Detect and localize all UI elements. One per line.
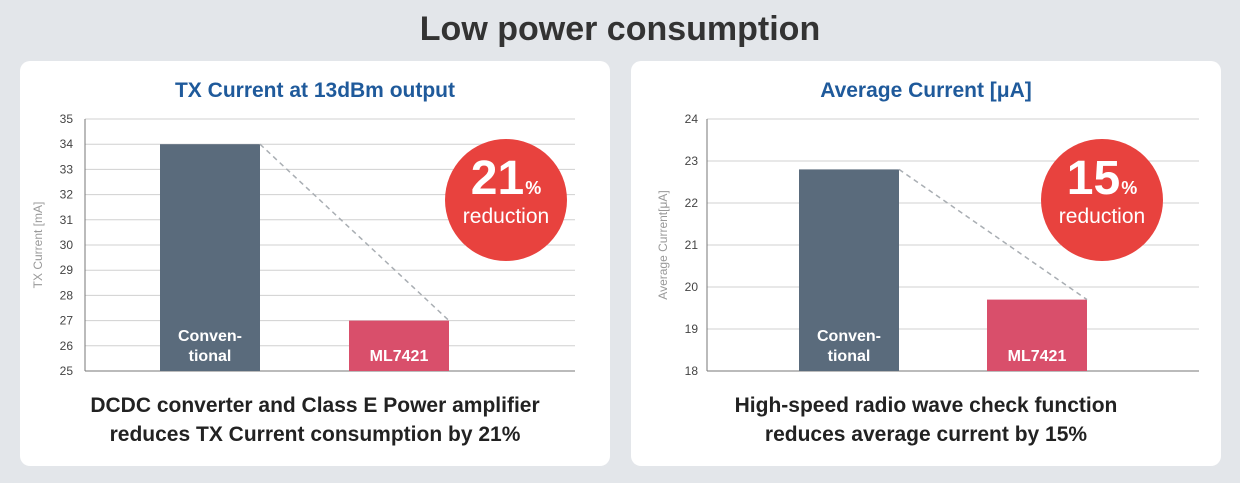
y-tick-label: 21	[685, 238, 699, 252]
y-tick-label: 24	[685, 112, 699, 126]
y-tick-label: 28	[60, 288, 74, 302]
y-tick-label: 35	[60, 112, 74, 126]
y-tick-label: 22	[685, 196, 699, 210]
y-tick-label: 18	[685, 364, 699, 378]
reduction-connector	[259, 143, 450, 322]
bar-conventional	[160, 144, 260, 371]
caption-line-2: reduces average current by 15%	[764, 423, 1088, 446]
y-tick-label: 25	[60, 364, 74, 378]
y-tick-label: 33	[60, 162, 74, 176]
bar-category-label: Conven-	[817, 328, 881, 345]
caption-line-2: reduces TX Current consumption by 21%	[109, 423, 521, 446]
y-tick-label: 30	[60, 238, 74, 252]
reduction-badge: 15% reduction	[1041, 139, 1163, 261]
badge-text: reduction	[1058, 205, 1146, 228]
badge-number: 15	[1066, 152, 1121, 205]
bar-category-label: Conven-	[178, 328, 242, 345]
page-title: Low power consumption	[419, 10, 821, 48]
y-tick-label: 26	[60, 339, 74, 353]
badge-unit: %	[1121, 178, 1138, 198]
badge-number: 21	[470, 152, 525, 205]
chart-svg-tx-current: 25 26 27 28 29 30 31 32 33 34 35 TX Current [mA] Con…	[31, 112, 575, 378]
bar-category-label: tional	[828, 348, 871, 365]
caption-line-1: High-speed radio wave check function	[734, 394, 1118, 417]
y-tick-label: 20	[685, 280, 699, 294]
y-tick-label: 34	[60, 137, 74, 151]
chart-panel-average-current: Average Current [μA] 18 19 20 21 22 23 24 Avera…	[631, 61, 1221, 466]
chart-svg-average-current: 18 19 20 21 22 23 24 Average Current[μA] Conven-…	[656, 112, 1199, 378]
reduction-badge: 21% reduction	[445, 139, 567, 261]
badge-text: reduction	[462, 205, 550, 228]
y-tick-label: 23	[685, 154, 699, 168]
badge-percentage: 21%	[445, 151, 567, 206]
bar-ml7421	[987, 299, 1087, 371]
y-tick-label: 31	[60, 213, 74, 227]
caption-line-1: DCDC converter and Class E Power amplifi…	[90, 394, 540, 417]
bar-category-label: ML7421	[1008, 348, 1067, 365]
y-axis-label: Average Current[μA]	[656, 190, 670, 299]
bar-category-label: ML7421	[370, 348, 429, 365]
bar-conventional	[799, 169, 899, 371]
y-tick-label: 32	[60, 188, 74, 202]
chart-caption: DCDC converter and Class E Power amplifi…	[20, 391, 610, 449]
y-tick-label: 19	[685, 322, 699, 336]
chart-panel-tx-current: TX Current at 13dBm output 25 26 27 28 29 30 3…	[20, 61, 610, 466]
y-tick-label: 27	[60, 314, 74, 328]
y-tick-label: 29	[60, 263, 74, 277]
reduction-connector	[898, 168, 1088, 301]
chart-title: Average Current [μA]	[820, 79, 1032, 102]
y-axis-label: TX Current [mA]	[31, 202, 45, 289]
bar-category-label: tional	[189, 348, 232, 365]
chart-caption: High-speed radio wave check function red…	[631, 391, 1221, 449]
bar-ml7421	[349, 320, 449, 371]
badge-unit: %	[525, 178, 542, 198]
chart-title: TX Current at 13dBm output	[174, 79, 455, 102]
badge-percentage: 15%	[1041, 151, 1163, 206]
